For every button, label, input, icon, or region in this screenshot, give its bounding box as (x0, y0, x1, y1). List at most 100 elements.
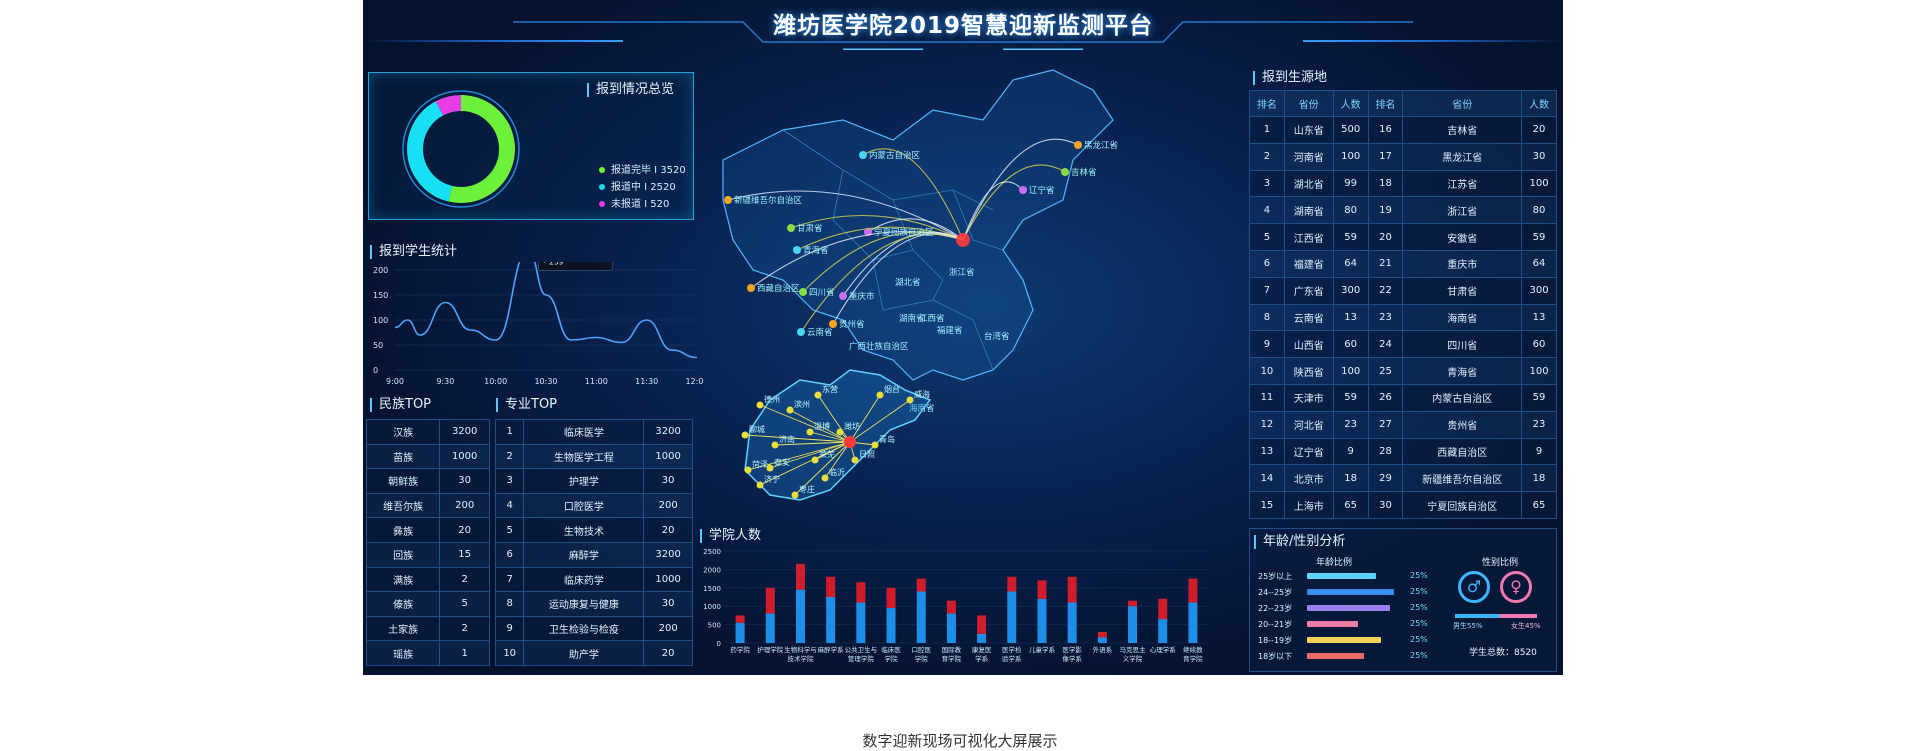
header-line-right (1303, 40, 1563, 42)
table-cell: 1000 (439, 443, 490, 470)
table-cell: 13 (1249, 437, 1285, 466)
major-table: 1 临床医学 3200 2 生物医学工程 1000 3 护理学 30 4 口腔医学 200 5 生物技术 2… (494, 419, 693, 666)
bar-top[interactable] (735, 615, 745, 623)
bar-base[interactable] (1188, 602, 1198, 643)
table-cell: 满族 (365, 566, 441, 593)
bar-base[interactable] (1067, 602, 1077, 643)
map-label: 辽宁省 (1029, 185, 1055, 196)
shandong-city-point[interactable] (821, 474, 829, 482)
bar-top[interactable] (916, 578, 926, 592)
bar-category-label: 药学院 (730, 645, 750, 654)
table-cell: 24 (1367, 330, 1404, 359)
bar-base[interactable] (886, 608, 896, 643)
origin-point[interactable] (799, 288, 807, 296)
migration-arc (867, 218, 964, 241)
shandong-city-point[interactable] (744, 466, 752, 474)
y-tick-label: 0 (373, 366, 378, 375)
table-cell: 河南省 (1283, 142, 1334, 171)
origin-point[interactable] (829, 320, 837, 328)
map-label: 新疆维吾尔自治区 (734, 195, 803, 206)
bar-base[interactable] (916, 591, 926, 643)
table-cell: 重庆市 (1402, 249, 1523, 278)
bar-base[interactable] (1097, 637, 1107, 643)
bar-base[interactable] (1158, 619, 1168, 643)
shandong-city-point[interactable] (876, 391, 884, 399)
bar-top[interactable] (946, 600, 956, 614)
table-row: 10 陕西省 100 25 青海省 100 (1249, 357, 1557, 385)
table-cell: 13 (1521, 303, 1557, 332)
origin-point[interactable] (1019, 186, 1027, 194)
origin-point[interactable] (724, 196, 732, 204)
shandong-city-point[interactable] (741, 431, 749, 439)
bar-top[interactable] (826, 576, 836, 597)
shandong-city-point[interactable] (814, 391, 822, 399)
table-cell: 汉族 (365, 419, 441, 445)
origin-point[interactable] (839, 292, 847, 300)
origin-point[interactable] (797, 328, 805, 336)
shandong-city-point[interactable] (851, 456, 859, 464)
bar-top[interactable] (977, 615, 987, 634)
shandong-city-point[interactable] (766, 464, 774, 472)
bar-base[interactable] (977, 633, 987, 643)
student-total: 学生总数：8520 (1469, 648, 1537, 658)
shandong-city-point[interactable] (786, 406, 794, 414)
table-cell: 18 (1367, 169, 1404, 198)
bar-base[interactable] (1007, 591, 1017, 643)
shandong-line (747, 441, 851, 471)
table-row: 汉族 3200 (365, 419, 490, 445)
legend-not-reported: 未报道 I 520 (599, 195, 669, 210)
page-caption: 数字迎新现场可视化大屏展示 (862, 732, 1058, 750)
origin-point[interactable] (787, 224, 795, 232)
table-header-cell: 省份 (1283, 90, 1334, 117)
shandong-city-point[interactable] (771, 441, 779, 449)
origin-point[interactable] (859, 151, 867, 159)
table-cell: 30 (1367, 491, 1404, 519)
x-tick-label: 10:00 (484, 377, 507, 386)
table-cell: 65 (1332, 491, 1369, 519)
bar-top[interactable] (1097, 631, 1107, 638)
bar-top[interactable] (856, 582, 866, 603)
map-label: 江西省 (919, 313, 945, 324)
shandong-city-point[interactable] (836, 428, 844, 436)
origin-point[interactable] (1061, 168, 1069, 176)
bar-category-label: 麻醉学系 (818, 645, 845, 654)
map-label: 湖南省 (899, 313, 925, 324)
origin-point[interactable] (793, 246, 801, 254)
bar-base[interactable] (795, 589, 805, 643)
bar-top[interactable] (1007, 576, 1017, 592)
bar-base[interactable] (856, 602, 866, 643)
table-cell: 1000 (643, 566, 693, 593)
bar-top[interactable] (886, 587, 896, 609)
bar-base[interactable] (735, 622, 745, 643)
y-tick-label: 1000 (703, 603, 721, 611)
table-cell: 200 (643, 492, 693, 519)
bar-top[interactable] (765, 587, 775, 614)
shandong-city-point[interactable] (806, 428, 814, 436)
shandong-city-point[interactable] (756, 401, 764, 409)
legend-in-progress-dot (599, 184, 605, 190)
shandong-city-point[interactable] (871, 441, 879, 449)
bar-top[interactable] (1037, 580, 1047, 599)
bar-base[interactable] (946, 613, 956, 643)
bar-top[interactable] (1067, 576, 1077, 603)
table-cell: 20 (1367, 223, 1404, 251)
shandong-line (817, 394, 851, 443)
bar-base[interactable] (1037, 598, 1047, 643)
shandong-city-point[interactable] (791, 491, 799, 499)
table-cell: 60 (1332, 330, 1369, 359)
age-header: 年龄比例 (1316, 558, 1353, 568)
bar-base[interactable] (765, 613, 775, 643)
bar-base[interactable] (1128, 606, 1138, 643)
bar-top[interactable] (1158, 598, 1168, 620)
shandong-line (789, 409, 851, 443)
table-cell: 30 (1521, 142, 1557, 171)
bar-top[interactable] (1128, 600, 1138, 607)
shandong-city-point[interactable] (906, 396, 914, 404)
bar-top[interactable] (1188, 578, 1198, 603)
origin-point[interactable] (1074, 141, 1082, 149)
shandong-city-point[interactable] (756, 481, 764, 489)
bar-base[interactable] (826, 597, 836, 643)
origin-point[interactable] (747, 284, 755, 292)
table-cell: 10 (494, 640, 525, 666)
bar-top[interactable] (795, 563, 805, 590)
